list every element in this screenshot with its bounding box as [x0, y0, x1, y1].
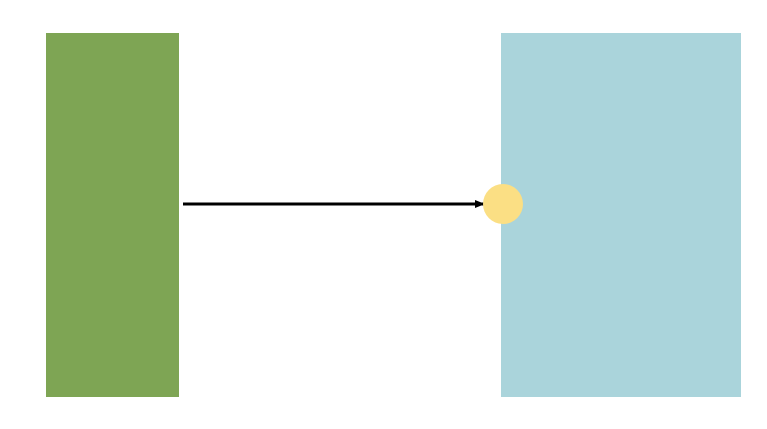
input-port[interactable]	[483, 184, 523, 224]
target-block[interactable]	[501, 33, 741, 397]
source-block[interactable]	[46, 33, 179, 397]
